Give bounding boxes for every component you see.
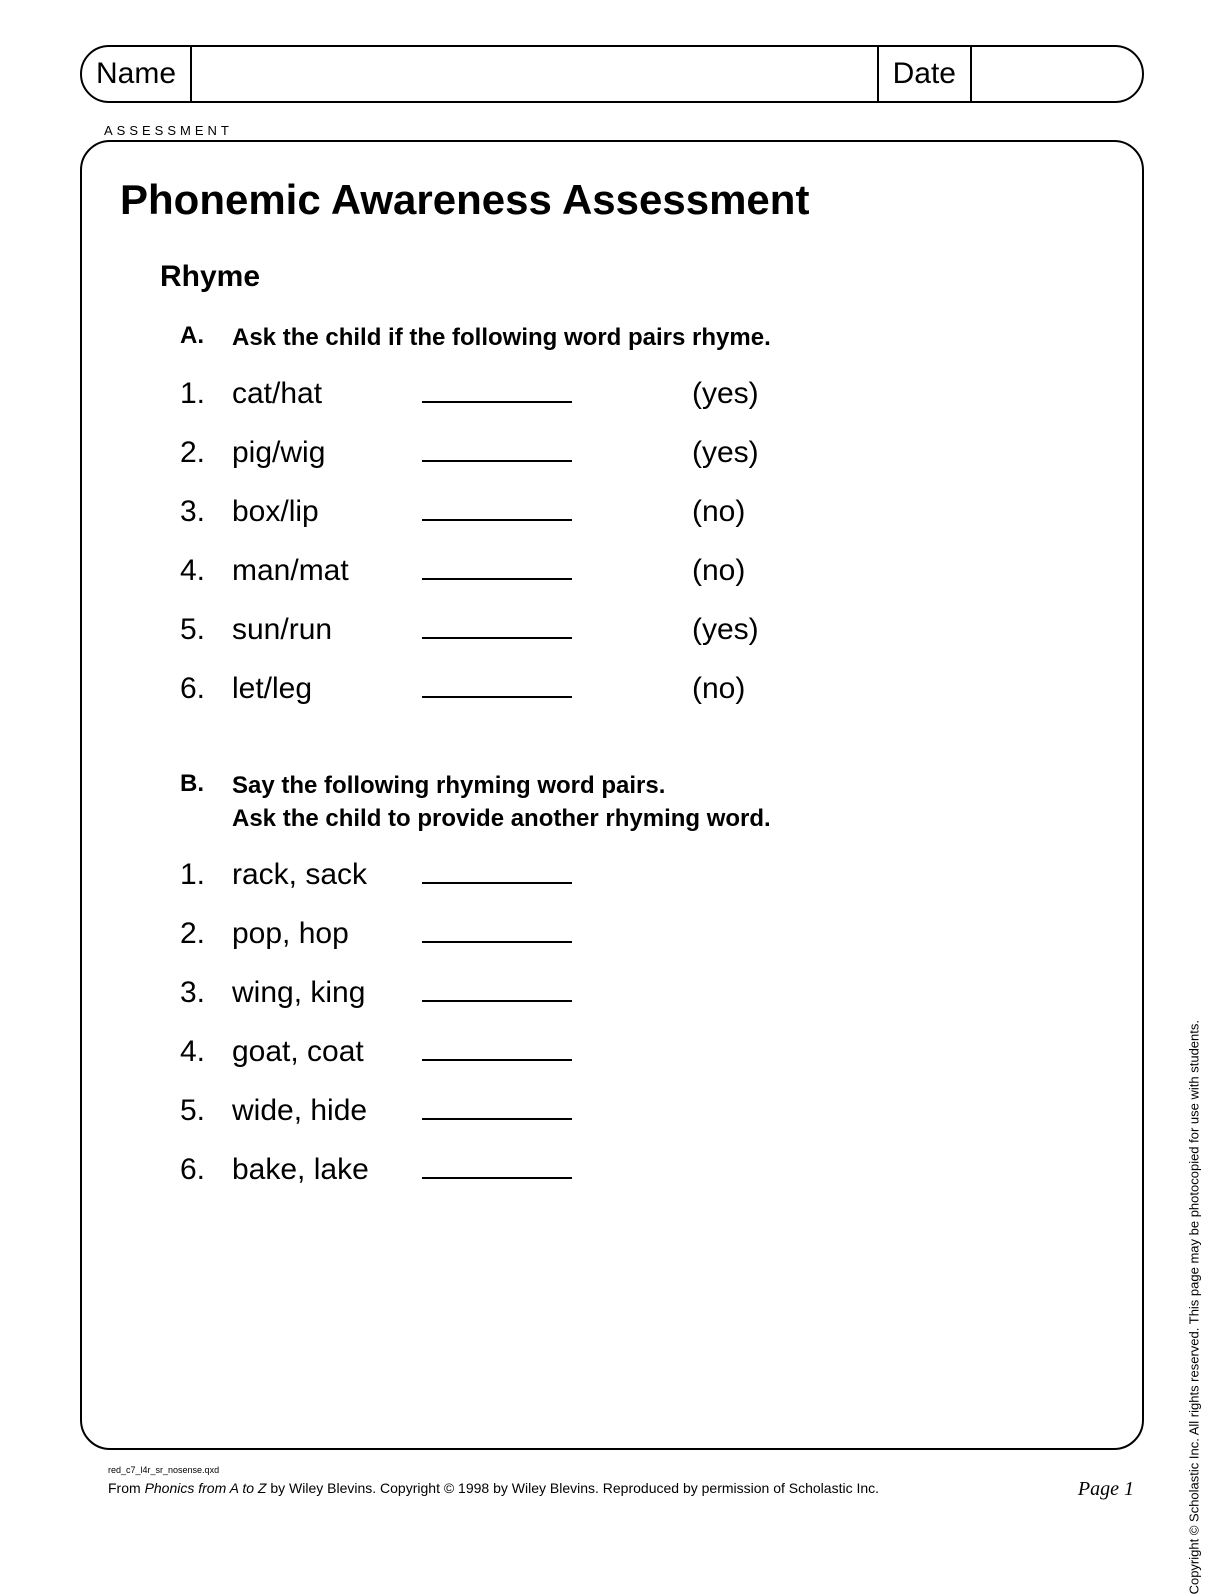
answer-blank[interactable]: [422, 671, 572, 698]
part-a-text: Ask the child if the following word pair…: [232, 322, 771, 354]
word-pair: let/leg: [232, 672, 422, 706]
part-a-letter: A.: [180, 322, 232, 350]
name-input-area[interactable]: [192, 47, 877, 101]
footer-citation: From Phonics from A to Z by Wiley Blevin…: [108, 1480, 879, 1496]
page-title: Phonemic Awareness Assessment: [120, 176, 1104, 224]
word-pair: wide, hide: [232, 1094, 422, 1128]
worksheet-page: Name Date ASSESSMENT Phonemic Awareness …: [0, 0, 1224, 1584]
answer-blank[interactable]: [422, 553, 572, 580]
answer-blank[interactable]: [422, 435, 572, 462]
name-date-header: Name Date: [80, 45, 1144, 103]
list-item: 6. bake, lake: [180, 1152, 1104, 1187]
date-input-area[interactable]: [972, 47, 1142, 101]
date-label: Date: [877, 47, 972, 101]
answer-blank[interactable]: [422, 916, 572, 943]
list-item: 5. sun/run (yes): [180, 612, 1104, 647]
item-number: 2.: [180, 436, 232, 470]
answer-key: (yes): [692, 436, 759, 470]
assessment-tab-label: ASSESSMENT: [104, 123, 1144, 138]
list-item: 2. pop, hop: [180, 916, 1104, 951]
answer-blank[interactable]: [422, 376, 572, 403]
item-number: 5.: [180, 1094, 232, 1128]
cite-title: Phonics from A to Z: [145, 1480, 271, 1496]
part-b-instruction: B. Say the following rhyming word pairs.…: [180, 770, 1104, 835]
word-pair: sun/run: [232, 613, 422, 647]
word-pair: bake, lake: [232, 1153, 422, 1187]
side-copyright: Copyright © Scholastic Inc. All rights r…: [1186, 1020, 1201, 1594]
name-label: Name: [82, 47, 192, 101]
answer-blank[interactable]: [422, 1152, 572, 1179]
answer-blank[interactable]: [422, 1093, 572, 1120]
list-item: 1. rack, sack: [180, 857, 1104, 892]
answer-key: (yes): [692, 377, 759, 411]
list-item: 3. wing, king: [180, 975, 1104, 1010]
section-heading-rhyme: Rhyme: [160, 260, 1104, 294]
item-number: 2.: [180, 917, 232, 951]
item-number: 4.: [180, 554, 232, 588]
answer-key: (no): [692, 672, 745, 706]
answer-blank[interactable]: [422, 857, 572, 884]
answer-blank[interactable]: [422, 975, 572, 1002]
part-b-text: Say the following rhyming word pairs. As…: [232, 770, 771, 835]
part-a-instruction: A. Ask the child if the following word p…: [180, 322, 1104, 354]
word-pair: pop, hop: [232, 917, 422, 951]
part-b-line1: Say the following rhyming word pairs.: [232, 772, 665, 799]
answer-key: (no): [692, 554, 745, 588]
word-pair: rack, sack: [232, 858, 422, 892]
answer-blank[interactable]: [422, 494, 572, 521]
footer-file-id: red_c7_l4r_sr_nosense.qxd: [108, 1465, 219, 1475]
item-number: 4.: [180, 1035, 232, 1069]
item-number: 6.: [180, 1153, 232, 1187]
page-number: Page 1: [1078, 1478, 1134, 1501]
item-number: 5.: [180, 613, 232, 647]
list-item: 2. pig/wig (yes): [180, 435, 1104, 470]
part-b-line2: Ask the child to provide another rhyming…: [232, 805, 771, 832]
answer-blank[interactable]: [422, 1034, 572, 1061]
item-number: 1.: [180, 858, 232, 892]
cite-rest: by Wiley Blevins. Copyright © 1998 by Wi…: [270, 1480, 879, 1496]
item-number: 3.: [180, 976, 232, 1010]
item-number: 6.: [180, 672, 232, 706]
word-pair: wing, king: [232, 976, 422, 1010]
word-pair: cat/hat: [232, 377, 422, 411]
item-number: 1.: [180, 377, 232, 411]
list-item: 6. let/leg (no): [180, 671, 1104, 706]
cite-prefix: From: [108, 1480, 145, 1496]
word-pair: goat, coat: [232, 1035, 422, 1069]
word-pair: man/mat: [232, 554, 422, 588]
answer-key: (no): [692, 495, 745, 529]
answer-blank[interactable]: [422, 612, 572, 639]
main-content-box: Phonemic Awareness Assessment Rhyme A. A…: [80, 140, 1144, 1450]
list-item: 1. cat/hat (yes): [180, 376, 1104, 411]
word-pair: box/lip: [232, 495, 422, 529]
part-b-letter: B.: [180, 770, 232, 798]
item-number: 3.: [180, 495, 232, 529]
list-item: 3. box/lip (no): [180, 494, 1104, 529]
list-item: 4. goat, coat: [180, 1034, 1104, 1069]
word-pair: pig/wig: [232, 436, 422, 470]
list-item: 4. man/mat (no): [180, 553, 1104, 588]
answer-key: (yes): [692, 613, 759, 647]
list-item: 5. wide, hide: [180, 1093, 1104, 1128]
